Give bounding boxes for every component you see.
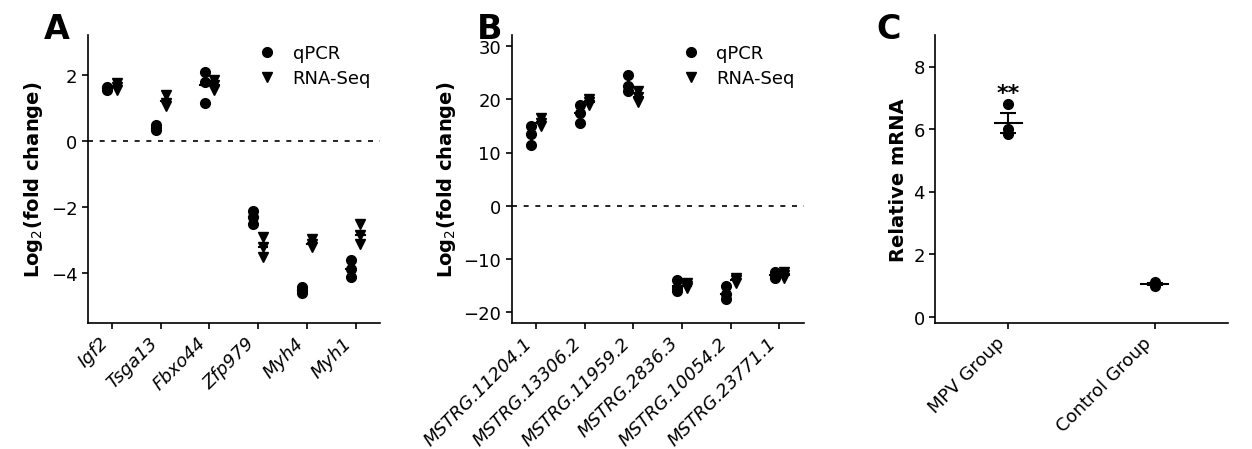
Legend: qPCR, RNA-Seq: qPCR, RNA-Seq <box>672 45 794 88</box>
Text: **: ** <box>997 84 1019 104</box>
Y-axis label: Log$_2$(fold change): Log$_2$(fold change) <box>434 82 457 277</box>
Legend: qPCR, RNA-Seq: qPCR, RNA-Seq <box>249 45 371 88</box>
Text: B: B <box>476 13 502 46</box>
Text: A: A <box>44 13 70 46</box>
Y-axis label: Log$_2$(fold change): Log$_2$(fold change) <box>23 82 45 277</box>
Text: C: C <box>876 13 901 46</box>
Y-axis label: Relative mRNA: Relative mRNA <box>889 98 908 261</box>
